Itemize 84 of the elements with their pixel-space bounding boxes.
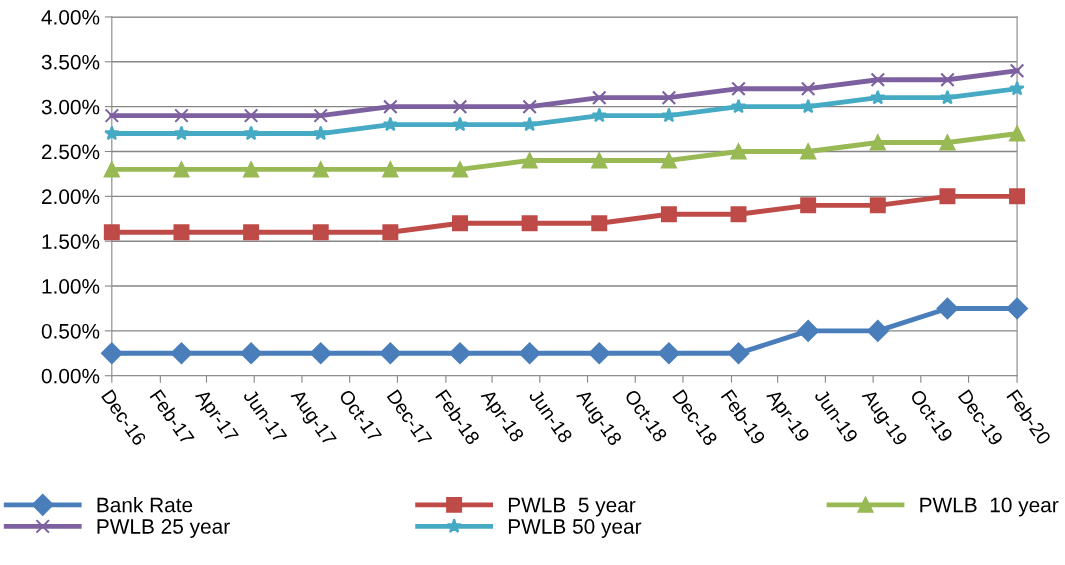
point (939, 188, 956, 205)
point (658, 342, 680, 365)
point (243, 108, 259, 123)
point (800, 98, 816, 114)
point (591, 90, 607, 105)
point (869, 197, 886, 214)
point (730, 143, 747, 160)
point (312, 161, 329, 178)
point (521, 152, 538, 169)
point (800, 197, 817, 214)
point (104, 125, 120, 141)
point (313, 125, 329, 141)
point (797, 320, 820, 342)
point (103, 224, 120, 241)
point (730, 206, 747, 223)
point (940, 72, 955, 88)
point (173, 125, 190, 141)
y-tick-label: 0.50% (41, 323, 100, 339)
point (591, 215, 608, 232)
point (170, 342, 193, 365)
point (591, 107, 607, 123)
y-tick-label: 2.50% (42, 144, 100, 160)
legend-label: PWLB 25 year (97, 519, 230, 538)
point (1009, 63, 1025, 79)
point (800, 81, 816, 96)
point (383, 99, 398, 114)
point (661, 107, 677, 123)
point (660, 152, 677, 169)
point (103, 161, 120, 178)
point (522, 99, 537, 114)
point (730, 98, 747, 114)
legend-label: PWLB 5 year (508, 497, 636, 517)
point (382, 161, 399, 178)
y-tick-label: 0.00% (41, 368, 100, 384)
y-tick-label: 3.50% (41, 54, 100, 70)
point (939, 134, 956, 151)
point (100, 342, 123, 365)
y-tick-label: 2.00% (42, 189, 100, 205)
point (240, 342, 262, 365)
point (521, 116, 538, 132)
point (174, 108, 189, 123)
point (660, 206, 677, 223)
point (800, 143, 817, 160)
point (379, 342, 402, 365)
point (1006, 297, 1028, 320)
point (452, 215, 468, 232)
point (243, 161, 260, 178)
point (518, 342, 541, 365)
point (936, 297, 959, 320)
point (173, 224, 190, 241)
y-tick-label: 1.00% (42, 279, 100, 294)
point (243, 125, 259, 141)
point (1009, 80, 1025, 96)
point (173, 161, 190, 178)
point (866, 320, 889, 342)
point (382, 116, 399, 132)
point (452, 99, 468, 114)
point (939, 89, 956, 105)
point (870, 89, 886, 105)
point (313, 108, 329, 123)
point (588, 342, 611, 365)
point (591, 152, 608, 169)
point (731, 81, 746, 96)
point (1009, 125, 1026, 142)
y-tick-label: 1.50% (42, 234, 100, 249)
point (309, 342, 332, 365)
point (870, 72, 886, 88)
legend-label: Bank Rate (97, 497, 193, 513)
point (243, 224, 260, 241)
point (452, 116, 468, 132)
point (104, 108, 120, 123)
legend-label: PWLB 10 year (920, 497, 1059, 517)
point (869, 134, 886, 151)
y-tick-label: 3.00% (41, 99, 100, 115)
point (1009, 188, 1026, 205)
point (521, 215, 538, 232)
point (661, 90, 677, 105)
legend-label: PWLB 50 year (508, 519, 642, 538)
point (449, 342, 471, 365)
y-tick-label: 4.00% (41, 9, 100, 25)
point (727, 342, 750, 365)
point (382, 224, 399, 241)
point (312, 224, 329, 241)
point (452, 161, 468, 178)
